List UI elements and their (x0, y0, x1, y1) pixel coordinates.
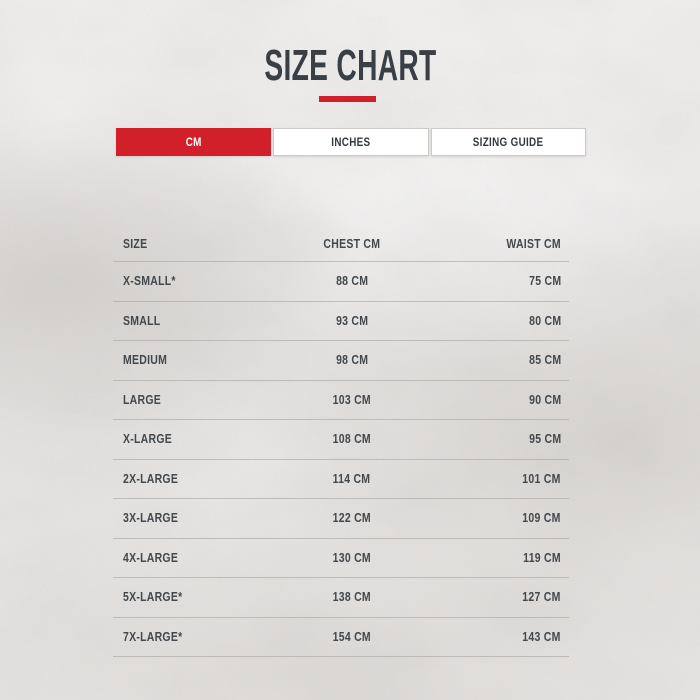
chest-cell: 130 CM (332, 550, 371, 565)
size-cell: X-LARGE (123, 432, 173, 447)
column-header-size: SIZE (123, 237, 148, 251)
chest-cell: 122 CM (332, 511, 371, 526)
size-table-row: SMALL 93 CM 80 CM (113, 302, 569, 341)
chest-cell: 114 CM (332, 471, 371, 486)
waist-cell: 109 CM (522, 511, 561, 526)
size-table-row: X-LARGE 108 CM 95 CM (113, 420, 569, 460)
waist-cell: 75 CM (528, 274, 561, 289)
waist-cell: 101 CM (522, 471, 561, 486)
waist-cell: 119 CM (523, 550, 561, 565)
waist-cell: 80 CM (528, 313, 561, 328)
size-cell: LARGE (123, 392, 162, 407)
chest-cell: 93 CM (335, 313, 368, 328)
tab-sizing-guide[interactable]: SIZING GUIDE (430, 128, 586, 156)
chest-cell: 138 CM (332, 590, 371, 605)
chest-cell: 98 CM (335, 353, 368, 368)
size-cell: X-SMALL* (123, 274, 176, 289)
chest-cell: 103 CM (332, 392, 371, 407)
unit-tabs: CM INCHES SIZING GUIDE (116, 128, 586, 156)
size-cell: 2X-LARGE (123, 471, 179, 486)
tab-label: CM (185, 135, 202, 149)
chest-cell: 154 CM (332, 629, 371, 644)
size-table-row: 3X-LARGE 122 CM 109 CM (113, 499, 569, 539)
size-table-row: 4X-LARGE 130 CM 119 CM (113, 539, 569, 578)
waist-cell: 90 CM (528, 392, 561, 407)
waist-cell: 95 CM (528, 432, 561, 447)
size-cell: 4X-LARGE (123, 550, 179, 565)
column-header-waist: WAIST CM (506, 237, 561, 251)
waist-cell: 85 CM (528, 353, 561, 368)
chest-cell: 88 CM (335, 274, 368, 289)
size-table-row: 5X-LARGE* 138 CM 127 CM (113, 578, 569, 618)
size-table-row: 2X-LARGE 114 CM 101 CM (113, 460, 569, 499)
waist-cell: 143 CM (522, 629, 561, 644)
size-table-row: LARGE 103 CM 90 CM (113, 381, 569, 420)
column-header-chest: CHEST CM (323, 237, 381, 251)
size-cell: MEDIUM (123, 353, 168, 368)
tab-label: INCHES (331, 135, 371, 149)
page-title: SIZE CHART (0, 44, 700, 88)
size-cell: 7X-LARGE* (123, 629, 183, 644)
size-cell: SMALL (123, 313, 161, 328)
size-cell: 5X-LARGE* (123, 590, 183, 605)
chest-cell: 108 CM (332, 432, 371, 447)
size-table-row: X-SMALL* 88 CM 75 CM (113, 262, 569, 302)
page-title-text: SIZE CHART (263, 41, 437, 90)
waist-cell: 127 CM (522, 590, 561, 605)
tab-cm[interactable]: CM (116, 128, 272, 156)
size-cell: 3X-LARGE (123, 511, 179, 526)
size-table-row: MEDIUM 98 CM 85 CM (113, 341, 569, 381)
tab-label: SIZING GUIDE (473, 135, 544, 149)
title-accent-rule (319, 96, 376, 102)
size-table-row: 7X-LARGE* 154 CM 143 CM (113, 618, 569, 657)
size-table: SIZE CHEST CM WAIST CM X-SMALL* 88 CM 75… (113, 227, 569, 657)
size-table-header-row: SIZE CHEST CM WAIST CM (113, 227, 569, 262)
tab-inches[interactable]: INCHES (273, 128, 429, 156)
